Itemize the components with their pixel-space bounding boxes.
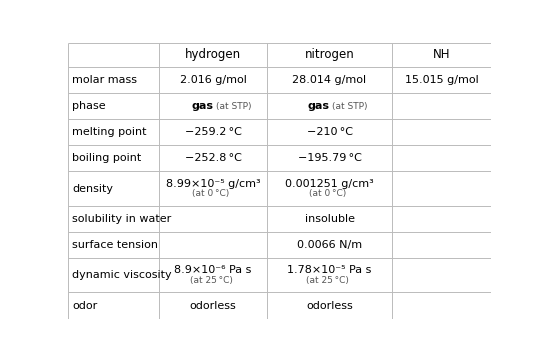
Text: (at 25 °C): (at 25 °C) xyxy=(306,276,349,285)
Text: surface tension: surface tension xyxy=(73,240,158,250)
Text: phase: phase xyxy=(73,101,106,111)
Text: gas: gas xyxy=(308,101,330,111)
Text: boiling point: boiling point xyxy=(73,153,142,163)
Text: molar mass: molar mass xyxy=(73,75,138,85)
Text: (at STP): (at STP) xyxy=(332,102,367,111)
Text: hydrogen: hydrogen xyxy=(185,48,241,61)
Text: density: density xyxy=(73,184,114,194)
Text: solubility in water: solubility in water xyxy=(73,214,172,224)
Text: (at 0 °C): (at 0 °C) xyxy=(309,189,346,198)
Text: nitrogen: nitrogen xyxy=(305,48,354,61)
Text: 0.0066 N/m: 0.0066 N/m xyxy=(297,240,362,250)
Text: 2.016 g/mol: 2.016 g/mol xyxy=(180,75,247,85)
Text: odorless: odorless xyxy=(306,300,353,310)
Text: NH: NH xyxy=(433,48,450,61)
Text: −252.8 °C: −252.8 °C xyxy=(185,153,242,163)
Text: dynamic viscosity: dynamic viscosity xyxy=(73,270,172,280)
Text: 8.9×10⁻⁶ Pa s: 8.9×10⁻⁶ Pa s xyxy=(175,265,252,275)
Text: insoluble: insoluble xyxy=(305,214,354,224)
Text: 0.001251 g/cm³: 0.001251 g/cm³ xyxy=(285,179,374,189)
Text: odor: odor xyxy=(73,300,98,310)
Text: 8.99×10⁻⁵ g/cm³: 8.99×10⁻⁵ g/cm³ xyxy=(166,179,260,189)
Text: 28.014 g/mol: 28.014 g/mol xyxy=(293,75,366,85)
Text: 1.78×10⁻⁵ Pa s: 1.78×10⁻⁵ Pa s xyxy=(287,265,372,275)
Text: melting point: melting point xyxy=(73,127,147,137)
Text: gas: gas xyxy=(192,101,213,111)
Text: (at 0 °C): (at 0 °C) xyxy=(192,189,230,198)
Text: −259.2 °C: −259.2 °C xyxy=(185,127,242,137)
Text: (at STP): (at STP) xyxy=(216,102,251,111)
Text: −210 °C: −210 °C xyxy=(306,127,353,137)
Text: (at 25 °C): (at 25 °C) xyxy=(189,276,233,285)
Text: −195.79 °C: −195.79 °C xyxy=(298,153,361,163)
Text: 15.015 g/mol: 15.015 g/mol xyxy=(405,75,478,85)
Text: odorless: odorless xyxy=(190,300,236,310)
